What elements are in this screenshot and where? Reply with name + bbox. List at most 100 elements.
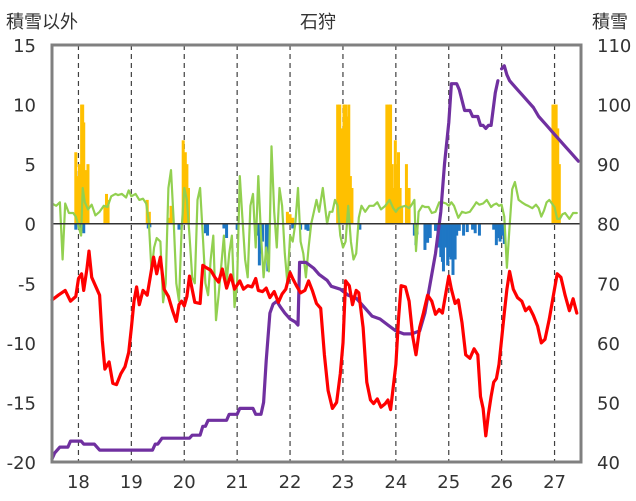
blue_bars-bar-2 <box>82 223 86 234</box>
right-tick-label: 70 <box>597 274 620 295</box>
blue_bars-bar-47 <box>473 223 477 234</box>
orange_bars-bar-30 <box>345 116 349 224</box>
series-lines <box>50 64 580 461</box>
left-tick-label: -10 <box>7 334 36 355</box>
orange_bars-bar-12 <box>104 193 108 224</box>
blue_bars-bar-8 <box>222 223 226 229</box>
blue_bars-bar-17 <box>266 223 270 272</box>
x-tick-label: 23 <box>331 472 354 493</box>
orange_bars-bar-36 <box>389 104 393 224</box>
orange_bars-bar-41 <box>396 152 400 224</box>
blue_bars-bar-49 <box>492 223 496 230</box>
orange_bars-bar-46 <box>551 104 555 224</box>
blue_bars-bar-29 <box>428 223 432 239</box>
orange_bars-bar-0 <box>74 152 78 224</box>
blue_bars-bar-28 <box>426 223 430 243</box>
red-series-line <box>50 249 579 438</box>
orange_bars-bar-13 <box>106 199 110 224</box>
left-tick-label: -5 <box>18 274 36 295</box>
blue_bars-bar-38 <box>447 223 451 258</box>
blue_bars-bar-27 <box>423 223 427 250</box>
orange_bars-bar-45 <box>407 187 411 224</box>
orange_bars-bar-17 <box>169 205 173 224</box>
blue_bars-bar-5 <box>177 223 181 230</box>
right-tick-label: 100 <box>597 96 631 117</box>
blue_bars-bar-36 <box>444 223 448 241</box>
blue_bars-bar-50 <box>494 223 498 246</box>
orange_bars-bar-10 <box>86 164 90 224</box>
x-tick-label: 27 <box>543 472 566 493</box>
blue_bars-bar-9 <box>225 223 229 239</box>
blue_bars-bar-46 <box>471 223 475 230</box>
blue_bars-bar-48 <box>477 223 481 236</box>
orange_bars-bar-27 <box>340 128 344 224</box>
orange_bars-bar-49 <box>556 128 560 224</box>
blue_bars-bar-7 <box>206 223 210 236</box>
orange_bars-bar-28 <box>342 104 346 224</box>
right-tick-label: 80 <box>597 215 620 236</box>
orange_bars-bar-35 <box>387 104 391 224</box>
orange_bars-bar-7 <box>82 122 86 224</box>
blue_bars-bar-21 <box>304 223 308 230</box>
blue_bars-bar-10 <box>235 223 239 230</box>
left-tick-label: 10 <box>13 96 36 117</box>
orange_bars-bar-50 <box>557 164 561 224</box>
orange_bars-bar-31 <box>347 104 351 224</box>
orange_bars-bar-42 <box>398 187 402 224</box>
right-tick-label: 50 <box>597 393 620 414</box>
blue_bars-bar-43 <box>457 223 461 231</box>
x-tick-label: 19 <box>120 472 143 493</box>
left-tick-label: 0 <box>25 215 36 236</box>
orange_bars-bar-43 <box>400 205 404 224</box>
left-tick-label: 5 <box>25 155 36 176</box>
plot-frame <box>50 43 583 464</box>
orange_bars-bar-25 <box>336 104 340 224</box>
blue_bars-bar-6 <box>203 223 207 234</box>
orange_bars-bar-26 <box>338 104 342 224</box>
orange_bars-bar-34 <box>385 104 389 224</box>
blue_bars-bar-34 <box>441 223 445 272</box>
orange_bars-bar-32 <box>348 176 352 224</box>
right-axis-title: 積雪 <box>592 12 628 33</box>
blue_bars-bar-39 <box>449 223 453 260</box>
orange_bars-bar-8 <box>83 170 87 224</box>
blue_bars-bar-41 <box>453 223 457 260</box>
x-tick-label: 26 <box>490 472 513 493</box>
blue_bars-bar-51 <box>496 223 500 239</box>
blue_bars-bar-13 <box>257 223 261 266</box>
x-tick-label: 20 <box>173 472 196 493</box>
blue_bars-bar-52 <box>498 223 502 242</box>
orange_bars-bar-33 <box>350 187 354 224</box>
blue_bars-bar-30 <box>434 223 438 231</box>
orange_bars-bar-47 <box>553 104 557 224</box>
x-tick-label: 18 <box>67 472 90 493</box>
right-tick-label: 60 <box>597 334 620 355</box>
orange_bars-bar-37 <box>390 164 394 224</box>
orange_bars-bar-20 <box>185 164 189 224</box>
left-tick-label: -20 <box>7 453 36 474</box>
orange_bars-bar-11 <box>103 205 107 224</box>
x-tick-label: 25 <box>437 472 460 493</box>
left-tick-label: 15 <box>13 36 36 57</box>
orange_bars-bar-23 <box>288 214 292 224</box>
orange_bars-bar-21 <box>186 187 190 224</box>
green-series-line <box>50 145 578 322</box>
chart-title: 石狩 <box>300 12 336 33</box>
orange_bars-bar-38 <box>392 187 396 224</box>
blue_bars-bar-40 <box>451 223 455 275</box>
orange_bars-bar-29 <box>344 104 348 224</box>
bars-group <box>74 104 561 275</box>
blue_bars-bar-32 <box>439 223 443 258</box>
blue_bars-bar-42 <box>455 223 459 236</box>
x-tick-label: 21 <box>226 472 249 493</box>
left-axis-title: 積雪以外 <box>6 12 78 33</box>
x-tick-label: 22 <box>279 472 302 493</box>
orange_bars-bar-22 <box>285 211 289 224</box>
blue_bars-bar-15 <box>261 223 265 242</box>
left-tick-label: -15 <box>7 393 36 414</box>
blue_bars-bar-19 <box>291 223 295 229</box>
orange_bars-bar-39 <box>393 140 397 224</box>
orange_bars-bar-44 <box>404 164 408 224</box>
